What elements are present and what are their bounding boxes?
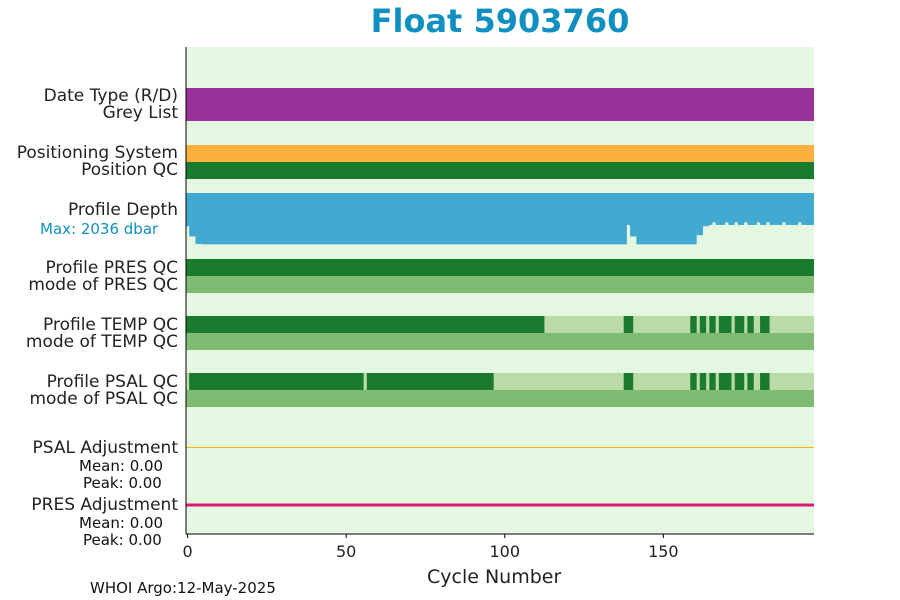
- mode-temp-qc-bar-segment-0: [186, 333, 814, 350]
- profile-depth-notch-5: [766, 222, 770, 247]
- profile-temp-qc-good-segment-4: [709, 316, 716, 333]
- profile-psal-qc-good-segment-6: [718, 373, 732, 390]
- profile-depth-notch-7: [798, 222, 802, 247]
- profile-depth-notch-3: [744, 222, 748, 247]
- profile-depth-bar-8: [699, 193, 710, 227]
- label-mode-pres-qc: mode of PRES QC: [28, 275, 178, 295]
- x-tick-label-2: 100: [489, 542, 520, 561]
- profile-psal-qc-good-segment-1: [366, 373, 494, 390]
- profile-temp-qc-good-segment-2: [690, 316, 697, 333]
- profile-depth-bar-9: [706, 193, 814, 225]
- profile-temp-qc-good-segment-0: [186, 316, 545, 333]
- profile-depth-bar-7: [693, 193, 703, 236]
- profile-depth-notch-4: [756, 222, 761, 247]
- label-profile-pres-qc: Profile PRES QC: [45, 258, 178, 278]
- profile-psal-qc-good-segment-3: [690, 373, 697, 390]
- profile-depth-bar-4: [623, 193, 634, 225]
- mode-pres-qc-bar-segment-0: [186, 276, 814, 293]
- x-tick-label-0: 0: [182, 542, 192, 561]
- pres-adjustment-peak: Peak: 0.00: [83, 531, 162, 549]
- psal-adjustment-mean: Mean: 0.00: [79, 457, 164, 475]
- profile-psal-qc-good-segment-9: [760, 373, 770, 390]
- profile-temp-qc-good-segment-1: [623, 316, 634, 333]
- profile-temp-qc-good-segment-6: [734, 316, 745, 333]
- profile-temp-qc-good-segment-8: [760, 316, 770, 333]
- footer-credit: WHOI Argo:12-May-2025: [90, 579, 276, 597]
- label-date-type: Date Type (R/D): [43, 86, 178, 106]
- profile-depth-notch-2: [734, 222, 738, 247]
- profile-depth-bar-1: [189, 193, 199, 237]
- label-psal-adjustment: PSAL Adjustment: [32, 438, 178, 458]
- profile-pres-qc-bar-segment-0: [186, 259, 814, 276]
- psal-adjustment-peak: Peak: 0.00: [83, 474, 162, 492]
- mode-psal-qc-bar-segment-0: [186, 390, 814, 407]
- max-depth-label: Max: 2036 dbar: [40, 220, 159, 238]
- label-profile-psal-qc: Profile PSAL QC: [46, 372, 178, 392]
- profile-temp-qc-good-segment-3: [699, 316, 707, 333]
- profile-depth-notch-1: [725, 222, 729, 247]
- label-grey-list: Grey List: [102, 103, 178, 123]
- profile-depth-bar-3: [201, 193, 627, 245]
- profile-depth-notch-0: [712, 222, 716, 247]
- positioning-system-bar-segment-0: [186, 145, 814, 162]
- profile-depth-bar-5: [630, 193, 640, 237]
- label-mode-temp-qc: mode of TEMP QC: [25, 332, 178, 352]
- chart-title: Float 5903760: [370, 2, 630, 40]
- x-tick-label-1: 50: [336, 542, 356, 561]
- label-profile-temp-qc: Profile TEMP QC: [43, 315, 178, 335]
- profile-psal-qc-good-segment-4: [699, 373, 707, 390]
- label-mode-psal-qc: mode of PSAL QC: [29, 389, 178, 409]
- grey-list-bar-segment-0: [186, 105, 814, 121]
- profile-temp-qc-good-segment-7: [747, 316, 754, 333]
- profile-depth-bar-6: [636, 193, 697, 245]
- profile-psal-qc-good-segment-7: [734, 373, 745, 390]
- label-profile-depth: Profile Depth: [67, 200, 178, 220]
- profile-psal-qc-good-segment-2: [623, 373, 634, 390]
- profile-depth-notch-6: [782, 222, 786, 247]
- profile-psal-qc-good-segment-0: [189, 373, 364, 390]
- position-qc-bar-segment-0: [186, 162, 814, 179]
- profile-depth-bar-2: [195, 193, 206, 245]
- pres-adjustment-mean: Mean: 0.00: [79, 514, 164, 532]
- label-position-qc: Position QC: [81, 160, 178, 180]
- date-type-bar-segment-0: [186, 88, 814, 105]
- label-positioning-system: Positioning System: [16, 143, 178, 163]
- profile-temp-qc-good-segment-5: [718, 316, 732, 333]
- x-tick-label-3: 150: [648, 542, 679, 561]
- profile-psal-qc-good-segment-5: [709, 373, 716, 390]
- x-axis-label: Cycle Number: [427, 566, 562, 588]
- profile-psal-qc-good-segment-8: [747, 373, 754, 390]
- label-pres-adjustment: PRES Adjustment: [31, 495, 178, 515]
